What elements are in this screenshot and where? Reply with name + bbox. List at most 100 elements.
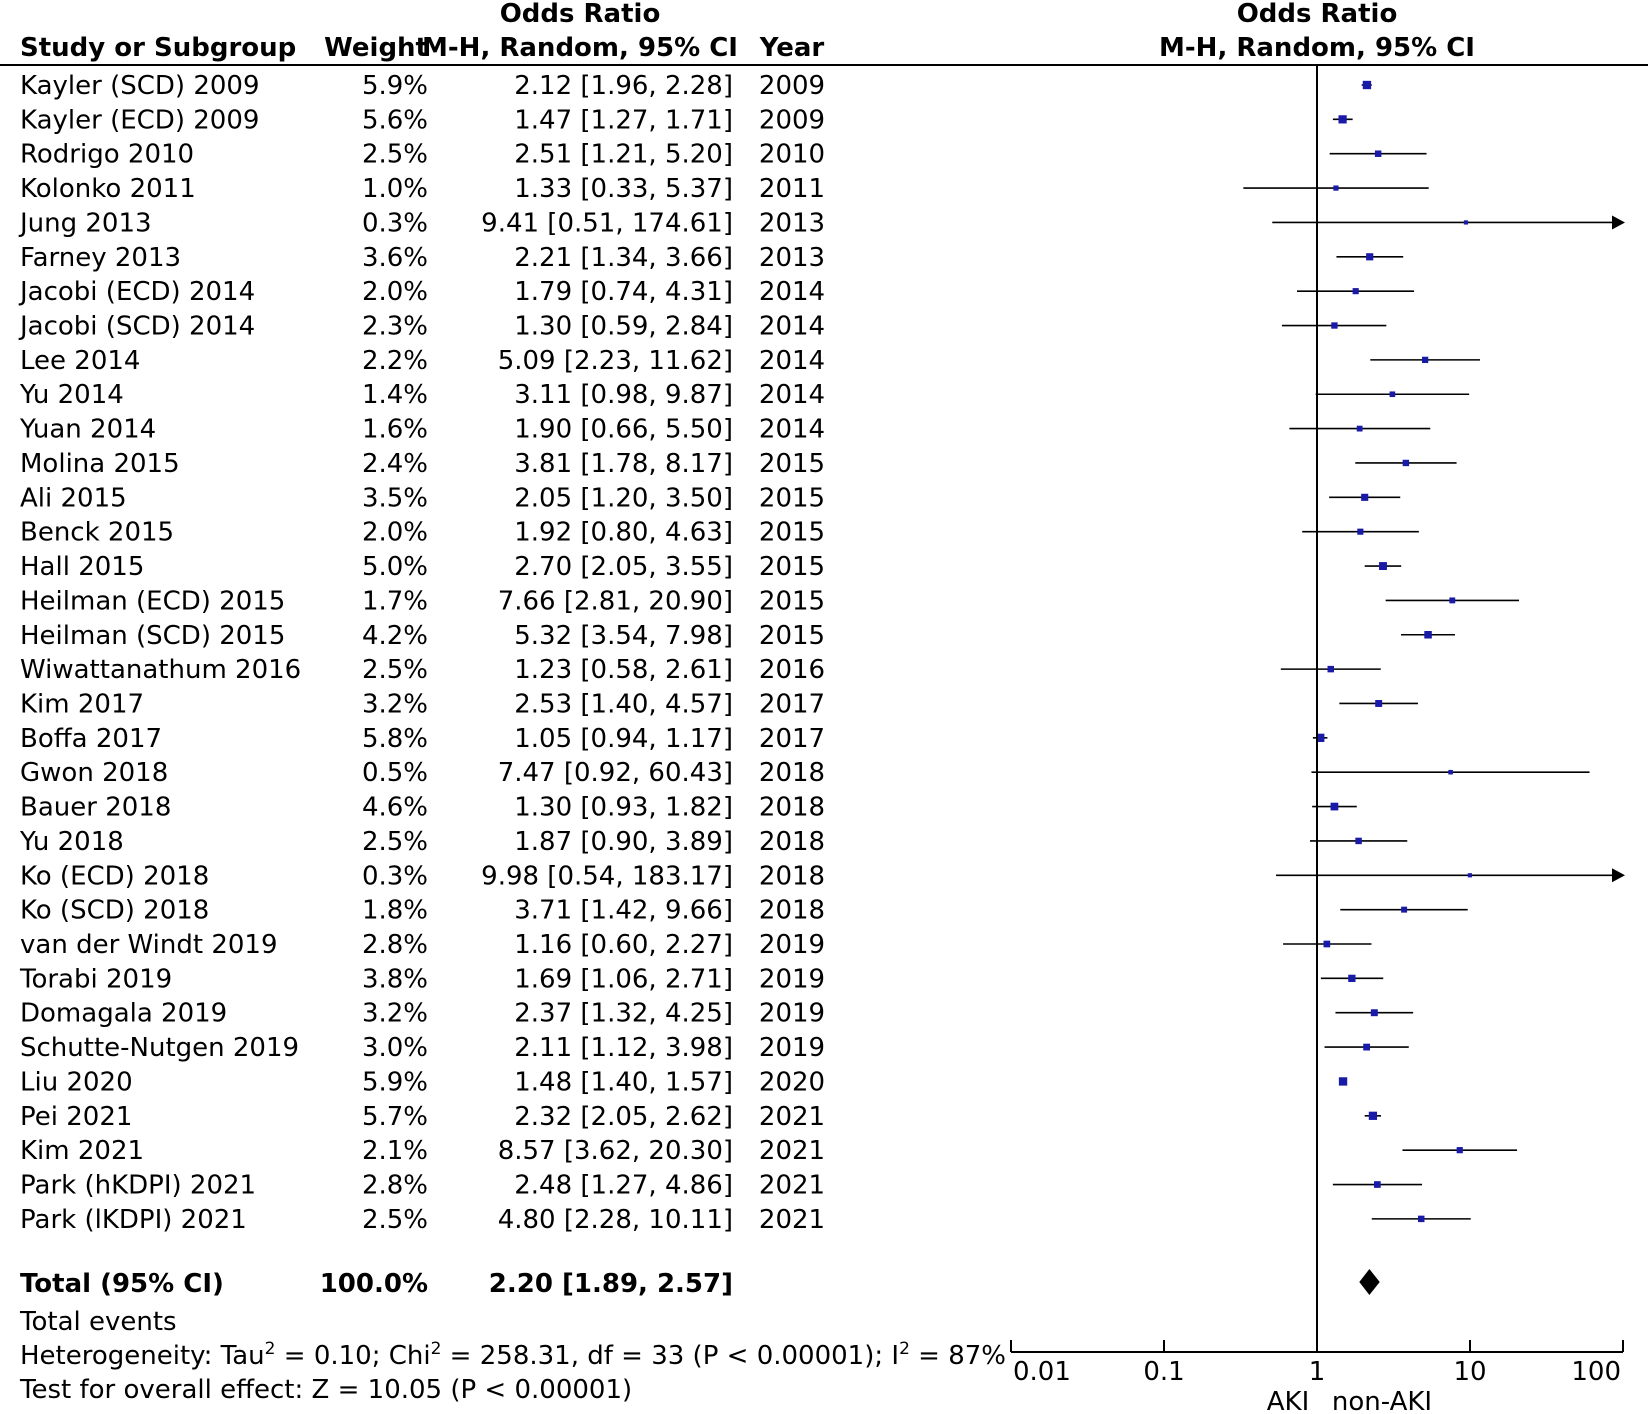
study-weight: 2.8% (362, 930, 428, 960)
point-estimate (1362, 80, 1372, 90)
study-name: Liu 2020 (20, 1067, 133, 1097)
study-weight: 4.6% (362, 793, 428, 823)
point-estimate (1331, 322, 1338, 329)
study-name: Boffa 2017 (20, 724, 162, 754)
point-estimate (1316, 733, 1325, 742)
total-label: Total (95% CI) (20, 1269, 224, 1299)
total-diamond (1359, 1269, 1380, 1295)
study-year: 2017 (759, 689, 825, 719)
study-ci-text: 2.05 [1.20, 3.50] (514, 483, 733, 513)
study-ci-text: 9.98 [0.54, 183.17] (481, 861, 733, 891)
study-year: 2018 (759, 896, 825, 926)
study-name: Molina 2015 (20, 449, 180, 479)
point-estimate (1338, 115, 1347, 124)
favours-left: AKI (1267, 1387, 1310, 1414)
study-year: 2015 (759, 449, 825, 479)
study-ci-text: 7.47 [0.92, 60.43] (498, 758, 733, 788)
study-year: 2013 (759, 243, 825, 273)
study-weight: 0.5% (362, 758, 428, 788)
study-name: Yu 2014 (19, 380, 124, 410)
study-weight: 0.3% (362, 208, 428, 238)
study-weight: 3.5% (362, 483, 428, 513)
study-year: 2015 (759, 586, 825, 616)
study-weight: 1.7% (362, 586, 428, 616)
point-estimate (1355, 837, 1362, 845)
study-weight: 5.9% (362, 71, 428, 101)
study-year: 2010 (759, 140, 825, 170)
ci-arrow (1612, 215, 1625, 230)
study-weight: 2.5% (362, 827, 428, 857)
study-ci-text: 5.32 [3.54, 7.98] (514, 621, 733, 651)
study-ci-text: 1.23 [0.58, 2.61] (514, 655, 733, 685)
study-ci-text: 2.48 [1.27, 4.86] (514, 1171, 733, 1201)
point-estimate (1361, 493, 1369, 501)
study-ci-text: 1.90 [0.66, 5.50] (514, 415, 733, 445)
point-estimate (1348, 974, 1356, 983)
study-year: 2011 (759, 174, 825, 204)
total-events: Total events (19, 1307, 177, 1337)
study-weight: 2.0% (362, 518, 428, 548)
study-name: Benck 2015 (20, 518, 174, 548)
study-name: Jung 2013 (18, 208, 152, 238)
study-ci-text: 1.92 [0.80, 4.63] (514, 518, 733, 548)
study-weight: 0.3% (362, 861, 428, 891)
study-name: Schutte-Nutgen 2019 (20, 1033, 299, 1063)
study-ci-text: 2.21 [1.34, 3.66] (514, 243, 733, 273)
x-tick-label: 0.1 (1143, 1357, 1184, 1387)
study-name: Pei 2021 (20, 1102, 132, 1132)
study-year: 2018 (759, 827, 825, 857)
study-year: 2014 (759, 380, 825, 410)
point-estimate (1417, 1215, 1425, 1223)
study-weight: 2.5% (362, 140, 428, 170)
study-weight: 2.4% (362, 449, 428, 479)
study-year: 2014 (759, 277, 825, 307)
study-year: 2009 (759, 105, 825, 135)
study-ci-text: 8.57 [3.62, 20.30] (498, 1136, 733, 1166)
study-ci-text: 1.79 [0.74, 4.31] (514, 277, 733, 307)
study-name: Heilman (SCD) 2015 (20, 621, 285, 651)
study-weight: 5.6% (362, 105, 428, 135)
study-weight: 2.1% (362, 1136, 428, 1166)
study-year: 2019 (759, 964, 825, 994)
point-estimate (1449, 597, 1456, 604)
study-name: Farney 2013 (20, 243, 181, 273)
study-ci-text: 2.11 [1.12, 3.98] (514, 1033, 733, 1063)
ci-arrow (1612, 868, 1625, 883)
study-name: Ko (ECD) 2018 (20, 861, 209, 891)
point-estimate (1356, 425, 1363, 432)
study-weight: 4.2% (362, 621, 428, 651)
study-name: Kim 2021 (20, 1136, 144, 1166)
header-or-line1: Odds Ratio (500, 0, 661, 29)
study-year: 2014 (759, 312, 825, 342)
study-weight: 5.0% (362, 552, 428, 582)
point-estimate (1333, 185, 1339, 191)
study-name: Kayler (SCD) 2009 (20, 71, 259, 101)
study-weight: 3.8% (362, 964, 428, 994)
point-estimate (1368, 1111, 1378, 1120)
study-ci-text: 4.80 [2.28, 10.11] (498, 1205, 733, 1235)
plot-title-line1: Odds Ratio (1237, 0, 1398, 29)
study-name: van der Windt 2019 (20, 930, 278, 960)
study-name: Torabi 2019 (19, 964, 172, 994)
study-ci-text: 1.33 [0.33, 5.37] (514, 174, 733, 204)
study-year: 2021 (759, 1205, 825, 1235)
point-estimate (1463, 220, 1469, 225)
point-estimate (1379, 562, 1387, 570)
header-study: Study or Subgroup (20, 33, 296, 63)
study-weight: 2.2% (362, 346, 428, 376)
study-name: Ali 2015 (20, 483, 127, 513)
study-weight: 5.8% (362, 724, 428, 754)
study-ci-text: 2.53 [1.40, 4.57] (514, 689, 733, 719)
point-estimate (1357, 528, 1364, 535)
study-weight: 3.2% (362, 999, 428, 1029)
study-ci-text: 9.41 [0.51, 174.61] (481, 208, 733, 238)
plot-marks (1243, 66, 1625, 1352)
study-year: 2018 (759, 861, 825, 891)
study-name: Yu 2018 (19, 827, 124, 857)
study-year: 2016 (759, 655, 825, 685)
study-year: 2014 (759, 415, 825, 445)
study-ci-text: 1.47 [1.27, 1.71] (514, 105, 733, 135)
study-weight: 5.7% (362, 1102, 428, 1132)
plot-title-line2: M-H, Random, 95% CI (1159, 33, 1475, 63)
